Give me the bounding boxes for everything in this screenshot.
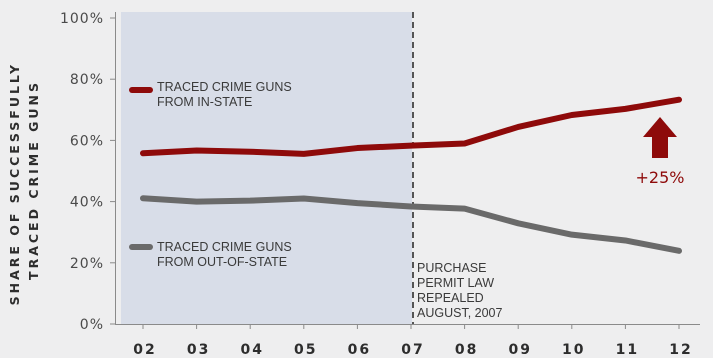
x-tick-label: 07 — [401, 342, 424, 358]
x-tick-label: 10 — [562, 342, 585, 358]
y-tick-label: 20% — [70, 256, 104, 272]
legend-out-of-state: TRACED CRIME GUNS FROM OUT-OF-STATE — [129, 240, 295, 269]
change-label: +25% — [636, 168, 685, 187]
y-tick-label: 40% — [70, 195, 104, 211]
y-tick-label: 60% — [70, 133, 104, 149]
x-tick-label: 05 — [294, 342, 317, 358]
x-tick-label: 08 — [455, 342, 478, 358]
legend-in-state: TRACED CRIME GUNS FROM IN-STATE — [129, 80, 295, 109]
x-tick-label: 06 — [348, 342, 371, 358]
x-tick-label: 04 — [240, 342, 263, 358]
x-tick-label: 12 — [669, 342, 692, 358]
up-arrow-icon — [643, 117, 677, 158]
shaded-region — [121, 12, 412, 324]
x-tick-label: 11 — [616, 342, 639, 358]
y-axis-label: SHARE OF SUCCESSFULLY TRACED CRIME GUNS — [7, 55, 41, 306]
x-ticks: 02 03 04 05 06 07 08 09 10 11 12 — [133, 324, 692, 358]
x-tick-label: 02 — [133, 342, 156, 358]
y-axis-label-line-2: TRACED CRIME GUNS — [26, 80, 41, 280]
x-tick-label: 03 — [187, 342, 210, 358]
y-axis-label-line-1: SHARE OF SUCCESSFULLY — [7, 62, 22, 305]
legend-label-out-of-state: TRACED CRIME GUNS FROM OUT-OF-STATE — [157, 240, 295, 269]
legend-label-in-state: TRACED CRIME GUNS FROM IN-STATE — [157, 80, 295, 109]
series-lines — [140, 96, 682, 254]
x-tick-label: 09 — [508, 342, 531, 358]
event-annotation: PURCHASE PERMIT LAW REPEALED AUGUST, 200… — [417, 261, 503, 320]
y-ticks: 0% 20% 40% 60% 80% 100% — [60, 11, 115, 333]
y-tick-label: 100% — [60, 11, 104, 27]
y-tick-label: 0% — [80, 317, 104, 333]
y-tick-label: 80% — [70, 72, 104, 88]
